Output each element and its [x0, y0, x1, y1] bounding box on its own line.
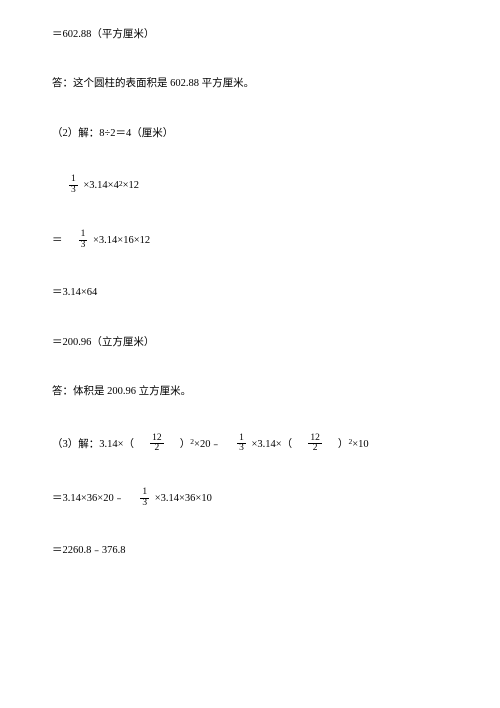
- superscript: 2: [119, 179, 123, 188]
- document-body: ＝602.88（平方厘米） 答：这个圆柱的表面积是 602.88 平方厘米。 （…: [52, 28, 448, 560]
- equation-line: ＝3.14×64: [52, 286, 448, 301]
- text: ＝602.88（平方厘米）: [52, 29, 154, 40]
- text: ×3.14×16×12: [93, 235, 150, 246]
- fraction-one-third: 1 3: [69, 175, 78, 196]
- text: ＝3.14×36×20﹣: [52, 494, 135, 505]
- solution-step: （2）解：8÷2＝4（厘米）: [52, 127, 448, 142]
- fraction-one-third: 1 3: [237, 434, 246, 455]
- denominator: 3: [79, 241, 88, 251]
- answer-line: 答：体积是 200.96 立方厘米。: [52, 385, 448, 400]
- superscript: 2: [190, 437, 194, 446]
- text: ×3.14×（: [251, 439, 302, 450]
- equation-line: ＝2260.8﹣376.8: [52, 544, 448, 559]
- fraction-one-third: 1 3: [140, 488, 149, 509]
- text: （2）解：8÷2＝4（厘米）: [52, 128, 173, 139]
- text: ×10: [352, 439, 368, 450]
- solution-step: （3）解：3.14×（ 12 2 ）2×20﹣ 1 3 ×3.14×（ 12 2…: [52, 435, 448, 456]
- superscript: 2: [348, 437, 352, 446]
- denominator: 2: [308, 444, 322, 454]
- text: ×3.14×36×10: [155, 494, 212, 505]
- text: ＝200.96（立方厘米）: [52, 337, 154, 348]
- text: ×3.14×4: [83, 180, 118, 191]
- equation-line: ＝200.96（立方厘米）: [52, 336, 448, 351]
- text: ）: [327, 439, 348, 450]
- fraction-one-third: 1 3: [79, 230, 88, 251]
- text: 答：体积是 200.96 立方厘米。: [52, 386, 191, 397]
- denominator: 3: [237, 444, 246, 454]
- equation-line: ＝ 1 3 ×3.14×16×12: [52, 231, 448, 252]
- text: ）: [169, 439, 190, 450]
- equation-line: 1 3 ×3.14×42×12: [52, 176, 448, 197]
- text: ×12: [123, 180, 139, 191]
- fraction-twelve-over-two: 12 2: [308, 434, 322, 455]
- equation-line: ＝3.14×36×20﹣ 1 3 ×3.14×36×10: [52, 489, 448, 510]
- denominator: 2: [150, 444, 164, 454]
- answer-line: 答：这个圆柱的表面积是 602.88 平方厘米。: [52, 77, 448, 92]
- text: ＝2260.8﹣376.8: [52, 545, 126, 556]
- text: ＝3.14×64: [52, 287, 97, 298]
- text: 答：这个圆柱的表面积是 602.88 平方厘米。: [52, 78, 254, 89]
- fraction-twelve-over-two: 12 2: [150, 434, 164, 455]
- denominator: 3: [140, 499, 149, 509]
- text: ＝: [52, 235, 73, 246]
- denominator: 3: [69, 186, 78, 196]
- text: （3）解：3.14×（: [52, 439, 145, 450]
- text: ×20﹣: [194, 439, 231, 450]
- equation-line: ＝602.88（平方厘米）: [52, 28, 448, 43]
